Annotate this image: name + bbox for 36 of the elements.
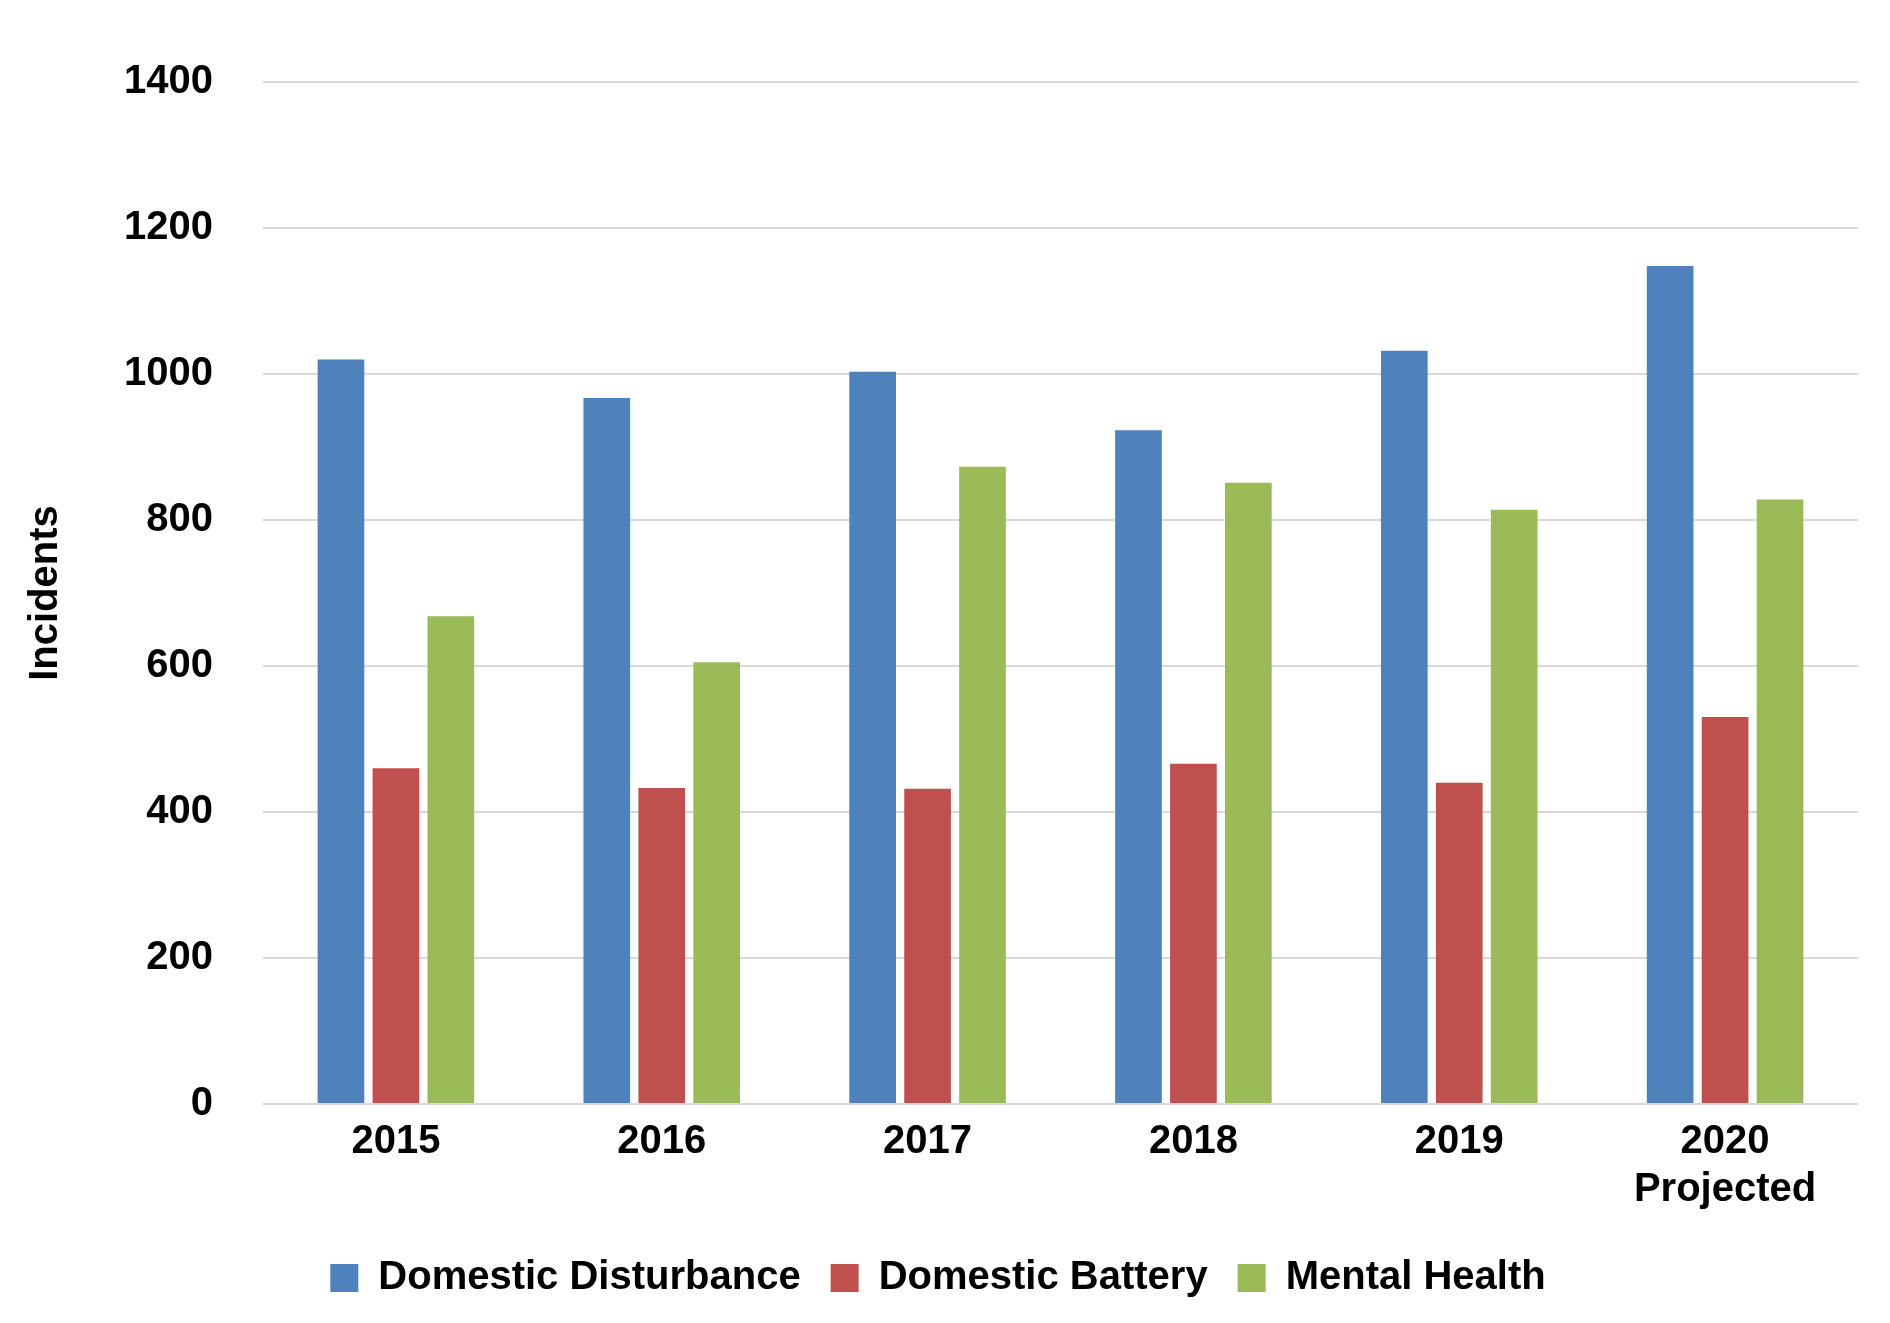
bar bbox=[849, 371, 896, 1103]
x-tick-label: 2018 bbox=[1148, 1117, 1238, 1162]
bar bbox=[1490, 509, 1538, 1103]
bar bbox=[1170, 763, 1217, 1103]
bar bbox=[693, 662, 741, 1103]
bar bbox=[1701, 717, 1749, 1103]
legend-label: Domestic Battery bbox=[878, 1253, 1209, 1298]
y-tick-label: 0 bbox=[190, 1079, 213, 1124]
bar bbox=[904, 788, 951, 1103]
x-tick-label: 2015 bbox=[351, 1117, 441, 1162]
bar bbox=[1646, 265, 1694, 1103]
x-tick-label: 2020 Projected bbox=[1633, 1117, 1817, 1210]
bar bbox=[1225, 482, 1272, 1103]
legend-label: Mental Health bbox=[1285, 1253, 1546, 1298]
bar bbox=[427, 616, 475, 1103]
bar bbox=[1435, 782, 1483, 1103]
bar bbox=[638, 787, 686, 1103]
y-tick-label: 1000 bbox=[124, 349, 213, 394]
y-tick-label: 400 bbox=[146, 787, 213, 832]
x-tick-label: 2019 bbox=[1414, 1117, 1504, 1162]
y-tick-label: 1200 bbox=[124, 203, 213, 248]
bar bbox=[372, 768, 420, 1103]
x-tick-label: 2016 bbox=[617, 1117, 707, 1162]
y-tick-label: 200 bbox=[146, 933, 213, 978]
y-tick-label: 1400 bbox=[124, 57, 213, 102]
x-tick-label: 2017 bbox=[883, 1117, 973, 1162]
bar bbox=[583, 398, 631, 1103]
legend-label: Domestic Disturbance bbox=[378, 1253, 801, 1298]
bar bbox=[1115, 430, 1162, 1103]
bar bbox=[959, 466, 1006, 1103]
y-tick-label: 800 bbox=[146, 495, 213, 540]
bar bbox=[1756, 499, 1804, 1103]
y-axis-title: Incidents bbox=[21, 505, 66, 681]
y-tick-label: 600 bbox=[146, 641, 213, 686]
bar bbox=[1380, 350, 1428, 1103]
bar bbox=[317, 359, 365, 1103]
